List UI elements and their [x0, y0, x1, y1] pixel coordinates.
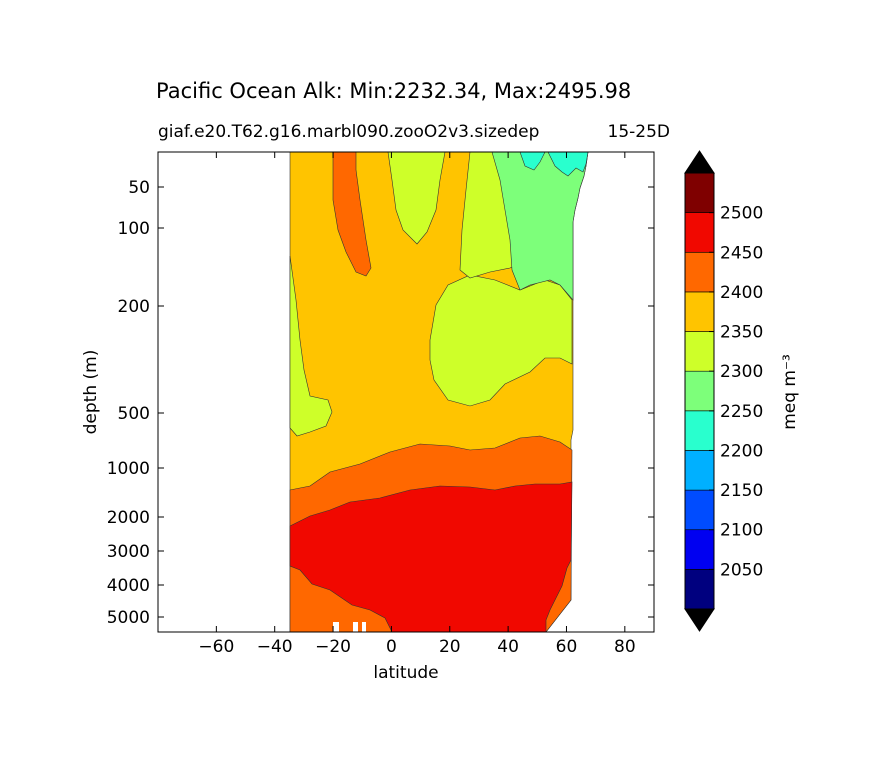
x-tick-label: 80 — [614, 637, 636, 657]
colorbar-segment — [684, 331, 715, 372]
colorbar-tick-label: 2350 — [720, 323, 763, 343]
colorbar-tick-label: 2100 — [720, 521, 763, 541]
x-tick-label: −60 — [198, 637, 234, 657]
colorbar-tick-label: 2150 — [720, 481, 763, 501]
contour-fields — [289, 152, 589, 632]
region-2450 — [289, 481, 573, 632]
colorbar-tick-label: 2450 — [720, 243, 763, 263]
colorbar-segment — [684, 251, 715, 293]
colorbar-segment — [684, 450, 715, 491]
region-2200-b — [547, 152, 589, 177]
y-tick-label: 100 — [118, 219, 150, 239]
y-tick-label: 3000 — [107, 542, 150, 562]
x-tick-label: 60 — [556, 637, 578, 657]
colorbar-segment — [684, 489, 715, 531]
region-2300-west — [289, 255, 333, 437]
colorbar-tick-label: 2250 — [720, 402, 763, 422]
colorbar-tick-label: 2050 — [720, 560, 763, 580]
x-axis-label: latitude — [373, 663, 438, 683]
y-tick-label: 1000 — [107, 459, 150, 479]
colorbar-extend-top — [684, 150, 715, 174]
y-axis-label: depth (m) — [81, 350, 101, 435]
colorbar-label: meq m⁻³ — [780, 354, 800, 430]
region-2300-upper — [387, 152, 446, 245]
y-tick-label: 50 — [128, 178, 150, 198]
x-tick-label: 0 — [386, 637, 397, 657]
colorbar-segment — [684, 569, 715, 610]
y-axis: 50 100 200 500 1000 2000 3000 4000 5000 — [107, 178, 654, 628]
x-tick-label: 40 — [497, 637, 519, 657]
colorbar-segment — [684, 529, 715, 570]
region-2250 — [491, 152, 589, 301]
chart-subtitle-right: 15-25D — [608, 122, 671, 142]
colorbar-tick-label: 2200 — [720, 441, 763, 461]
x-tick-label: −40 — [257, 637, 293, 657]
region-2400-tongue — [332, 152, 372, 277]
y-tick-label: 2000 — [107, 508, 150, 528]
y-tick-label: 4000 — [107, 576, 150, 596]
plot-frame — [157, 151, 655, 633]
region-2200-a — [519, 152, 546, 171]
x-axis: −60 −40 −20 0 20 40 60 80 — [198, 152, 636, 657]
y-tick-label: 200 — [118, 297, 150, 317]
colorbar-segment — [684, 172, 715, 213]
colorbar-tick-label: 2300 — [720, 362, 763, 382]
x-tick-label: 20 — [439, 637, 461, 657]
colorbar-frame — [684, 172, 715, 610]
colorbar-segment — [684, 410, 715, 451]
colorbar: 2050 2100 2150 2200 2250 2300 2350 2400 2450 2500 — [684, 150, 763, 632]
y-tick-label: 5000 — [107, 608, 150, 628]
colorbar-segment — [684, 370, 715, 412]
chart-subtitle-left: giaf.e20.T62.g16.marbl090.zooO2v3.sizede… — [158, 122, 539, 142]
y-tick-label: 500 — [118, 404, 150, 424]
colorbar-tick-label: 2500 — [720, 204, 763, 224]
colorbar-tick-label: 2400 — [720, 283, 763, 303]
colorbar-segment — [684, 212, 715, 253]
x-tick-label: −20 — [315, 637, 351, 657]
colorbar-segment — [684, 291, 715, 332]
colorbar-extend-bottom — [684, 608, 715, 632]
chart-title: Pacific Ocean Alk: Min:2232.34, Max:2495… — [156, 79, 631, 103]
